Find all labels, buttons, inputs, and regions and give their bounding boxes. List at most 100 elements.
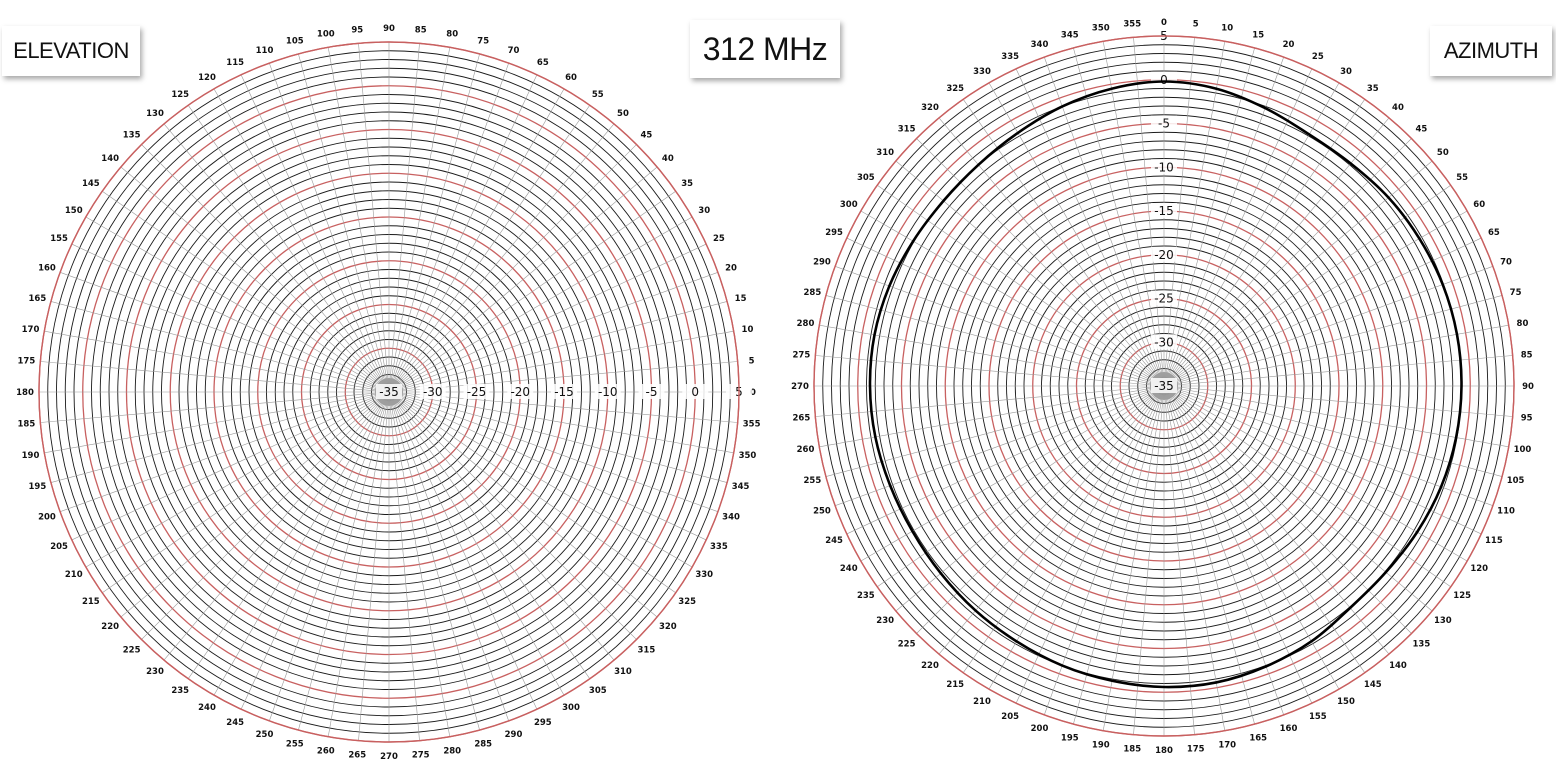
elevation-angle-tick: 285 [474,740,492,750]
azimuth-angle-tick: 175 [1187,745,1205,755]
elevation-spoke [388,105,590,393]
elevation-angle-tick: 345 [732,482,750,492]
azimuth-angle-tick: 60 [1473,200,1485,210]
azimuth-angle-tick: 230 [876,616,894,626]
azimuth-angle-tick: 140 [1389,661,1407,671]
azimuth-angle-tick: 75 [1510,288,1522,298]
elevation-angle-tick: 200 [38,512,56,522]
azimuth-angle-tick: 35 [1367,84,1379,94]
azimuth-angle-tick: 95 [1521,414,1533,424]
elevation-spoke [188,105,390,393]
elevation-spoke [388,88,565,393]
elevation-angle-tick: 75 [477,36,489,46]
elevation-radial-label-bg [682,384,709,399]
elevation-radial-tick: 0 [691,385,699,399]
azimuth-radial-label-bg [1151,115,1177,131]
elevation-angle-tick: 190 [22,451,40,461]
elevation-spoke [85,216,390,393]
azimuth-angle-tick: 0 [1161,18,1167,28]
azimuth-spoke [1163,324,1509,387]
elevation-angle-tick: 70 [508,46,520,56]
azimuth-spoke [1015,385,1165,704]
elevation-spoke [163,391,390,661]
elevation-spoke [388,63,509,393]
elevation-spoke [388,391,693,568]
elevation-angle-tick: 175 [18,356,36,366]
azimuth-angle-tick: 160 [1280,724,1298,734]
azimuth-spoke [1163,295,1503,387]
elevation-radial-label-bg [551,384,577,399]
azimuth-spoke [1163,385,1482,535]
azimuth-radial-label-bg [1151,246,1177,262]
azimuth-angle-tick: 290 [813,258,831,268]
elevation-angle-tick: 180 [16,388,34,398]
azimuth-spoke [1163,99,1365,387]
elevation-angle-tick: 215 [82,597,100,607]
azimuth-angle-tick: 130 [1434,616,1452,626]
elevation-spoke [50,301,390,393]
azimuth-spoke [1163,385,1412,634]
azimuth-angle-tick: 305 [857,173,875,183]
azimuth-spoke [1163,41,1226,387]
elevation-spoke [40,361,390,393]
elevation-spoke [85,391,390,568]
elevation-spoke [388,391,590,679]
elevation-spoke [240,391,390,710]
azimuth-spoke [938,117,1165,387]
azimuth-radial-label-bg [1151,334,1177,350]
elevation-angle-tick: 105 [286,36,304,46]
azimuth-spoke [1163,385,1468,562]
azimuth-spoke [963,99,1165,387]
elevation-radial-label-bg [507,384,534,399]
elevation-angle-tick: 65 [537,58,549,68]
elevation-spoke [388,391,734,454]
elevation-angle-tick: 30 [698,206,710,216]
elevation-spoke [358,391,390,741]
azimuth-spoke [1163,57,1284,387]
elevation-spoke [388,391,420,741]
azimuth-spoke [1102,41,1165,387]
elevation-angle-tick: 305 [589,686,607,696]
elevation-angle-tick: 95 [351,25,363,35]
elevation-spoke [388,391,707,541]
azimuth-spoke [1163,37,1195,387]
elevation-spoke [388,391,718,512]
azimuth-radial-label-bg [1151,71,1177,87]
azimuth-label: AZIMUTH [1430,26,1552,76]
elevation-angle-tick: 170 [22,325,40,335]
azimuth-angle-tick: 255 [804,476,822,486]
azimuth-angle-tick: 310 [876,148,894,158]
elevation-radial-label-bg [463,384,490,399]
azimuth-spoke [1163,185,1451,387]
elevation-angle-tick: 155 [50,234,68,244]
elevation-angle-tick: 335 [710,542,728,552]
azimuth-angle-tick: 20 [1283,40,1295,50]
elevation-angle-tick: 55 [592,90,604,100]
elevation-angle-tick: 135 [123,131,141,141]
azimuth-spoke [1163,82,1340,387]
elevation-radial-tick: -35 [379,385,399,399]
azimuth-angle-tick: 120 [1470,564,1488,574]
elevation-angle-tick: 310 [614,667,632,677]
azimuth-angle-tick: 90 [1522,382,1534,392]
azimuth-angle-tick: 110 [1497,506,1515,516]
azimuth-angle-tick: 340 [1031,40,1049,50]
azimuth-angle-tick: 70 [1500,258,1512,268]
elevation-spoke [213,88,390,393]
elevation-spoke [388,216,693,393]
elevation-spoke [388,243,707,393]
azimuth-angle-tick: 115 [1485,536,1503,546]
azimuth-spoke [1163,266,1493,387]
elevation-angle-tick: 195 [29,482,47,492]
elevation-angle-tick: 265 [348,751,366,761]
azimuth-angle-tick: 170 [1218,740,1236,750]
elevation-spoke [141,391,390,640]
azimuth-angle-tick: 350 [1092,24,1110,34]
elevation-angle-tick: 20 [725,264,737,274]
elevation-radial-tick: -5 [646,385,658,399]
elevation-spoke [388,166,658,393]
elevation-spoke [240,74,390,393]
azimuth-spoke [1044,385,1165,715]
azimuth-angle-tick: 250 [813,506,831,516]
